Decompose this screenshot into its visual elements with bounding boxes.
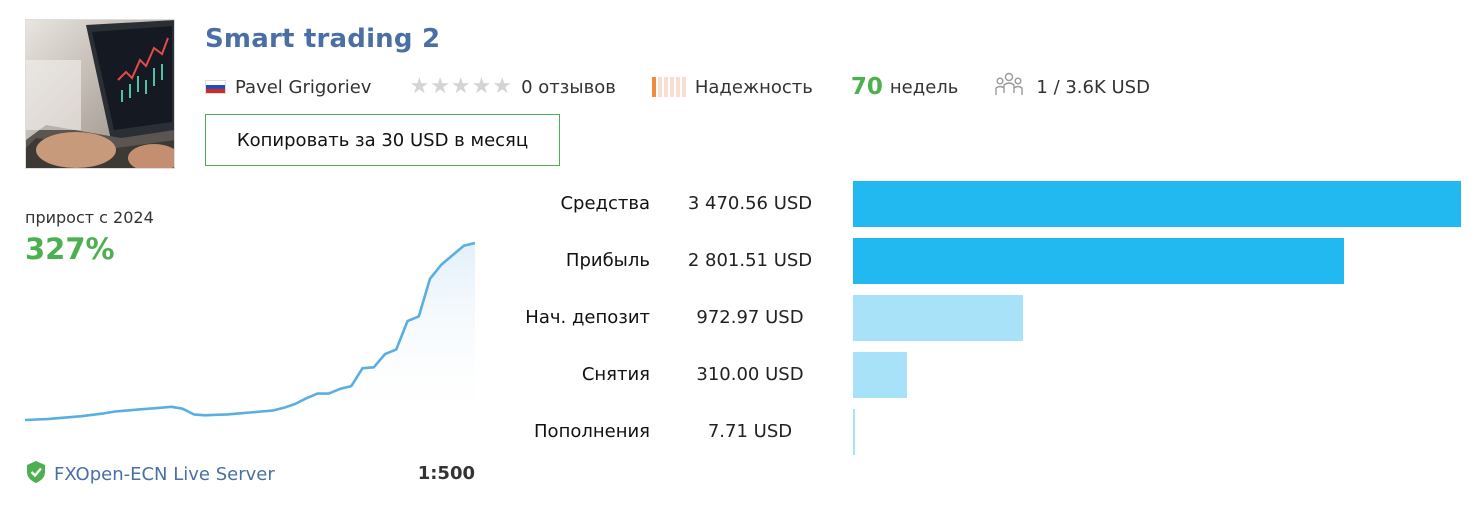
stat-value: 2 801.51 USD — [687, 250, 813, 271]
stat-row: Снятия 310.00 USD — [480, 352, 1470, 398]
copy-subscribe-button[interactable]: Копировать за 30 USD в месяц — [205, 114, 560, 166]
star-icon: ★ — [450, 74, 471, 99]
stat-row: Пополнения 7.71 USD — [480, 409, 1470, 455]
server-info[interactable]: FXOpen-ECN Live Server — [25, 460, 275, 489]
rating-stars: ★ ★ ★ ★ ★ — [409, 76, 512, 98]
stat-bar — [853, 352, 907, 398]
stat-bar — [853, 295, 1023, 341]
growth-label: прирост с 2024 — [25, 208, 154, 227]
stat-bar — [853, 409, 855, 455]
reliability-label: Надежность — [694, 76, 813, 98]
growth-chart — [25, 241, 475, 430]
stat-value: 972.97 USD — [696, 307, 804, 328]
stat-label: Средства — [560, 193, 650, 214]
stat-label: Снятия — [581, 364, 650, 385]
stat-label: Прибыль — [565, 250, 650, 271]
subscribers-count: 1 / 3.6K USD — [1036, 76, 1150, 98]
stat-bar — [853, 238, 1344, 284]
strategy-thumbnail[interactable] — [25, 19, 175, 169]
author-link[interactable]: Pavel Grigoriev — [235, 76, 372, 98]
star-icon: ★ — [492, 74, 513, 99]
stat-row: Нач. депозит 972.97 USD — [480, 295, 1470, 341]
server-name[interactable]: FXOpen-ECN Live Server — [54, 463, 275, 485]
star-icon: ★ — [471, 74, 492, 99]
reliability-bar-icon — [651, 77, 686, 97]
stat-bar — [853, 181, 1461, 227]
shield-check-icon — [25, 460, 47, 489]
stat-value: 3 470.56 USD — [687, 193, 813, 214]
stat-label: Нач. депозит — [525, 307, 650, 328]
stat-label: Пополнения — [534, 421, 650, 442]
star-icon: ★ — [409, 74, 430, 99]
weeks-value: 70 — [850, 74, 883, 100]
stat-row: Прибыль 2 801.51 USD — [480, 238, 1470, 284]
reviews-link[interactable]: 0 отзывов — [521, 76, 616, 98]
growth-area — [25, 243, 475, 430]
stat-value: 310.00 USD — [696, 364, 804, 385]
strategy-title[interactable]: Smart trading 2 — [205, 24, 441, 54]
laptop-trading-image — [26, 20, 174, 168]
meta-row: Pavel Grigoriev ★ ★ ★ ★ ★ 0 отзывов Наде… — [205, 72, 1150, 100]
subscribers-icon — [994, 71, 1024, 104]
leverage-value: 1:500 — [417, 463, 475, 484]
russia-flag-icon — [205, 80, 226, 94]
weeks-label: недель — [889, 76, 959, 98]
star-icon: ★ — [430, 74, 450, 99]
stat-value: 7.71 USD — [707, 421, 793, 442]
growth-line — [25, 241, 475, 422]
stat-row: Средства 3 470.56 USD — [480, 181, 1470, 227]
growth-value: 327% — [25, 232, 115, 266]
